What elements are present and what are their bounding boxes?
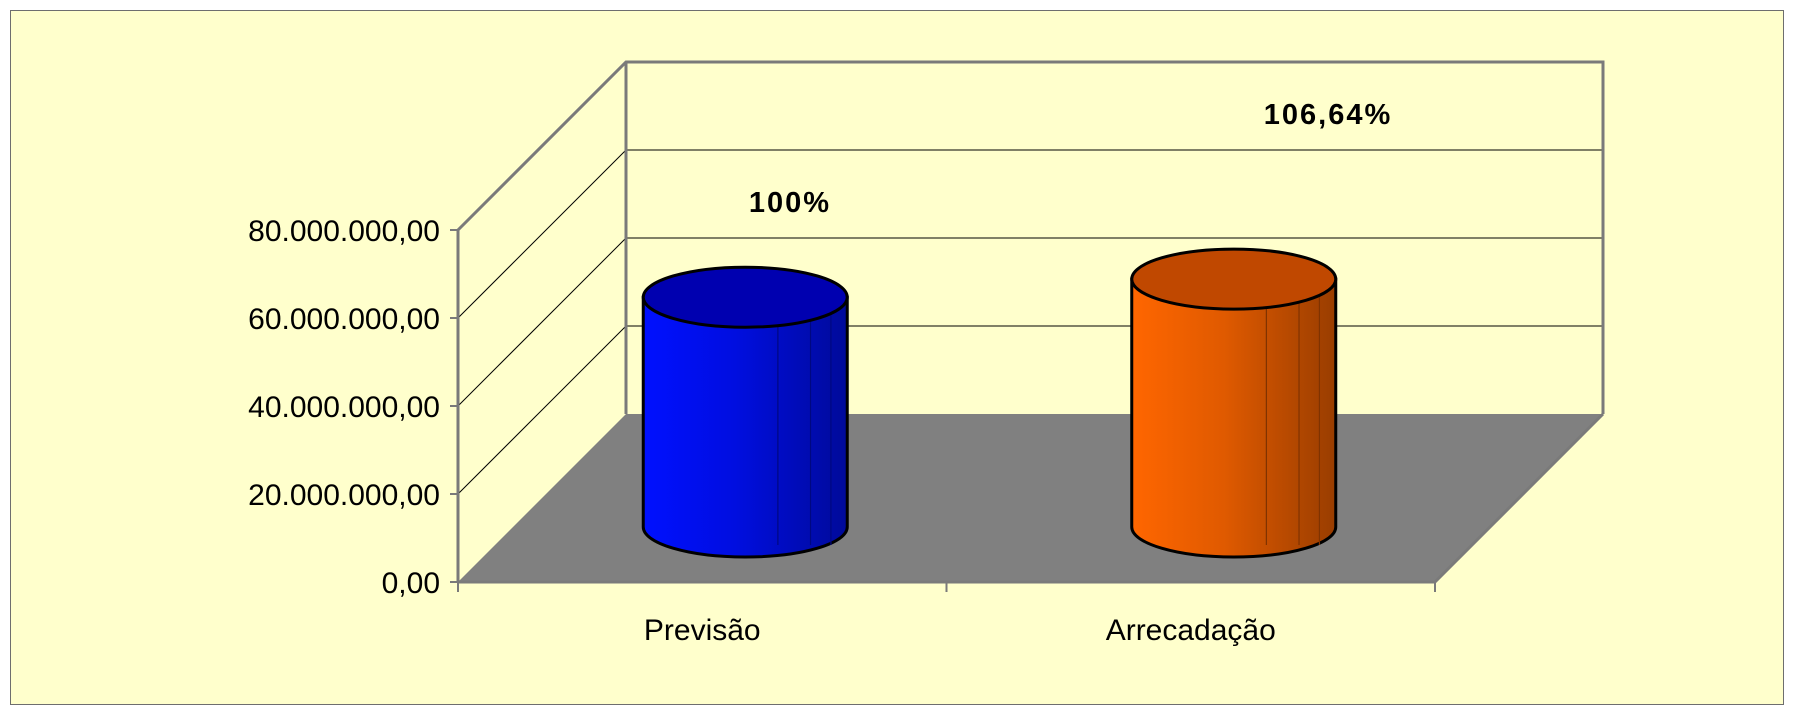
x-category-label: Previsão	[644, 614, 761, 647]
chart-walls	[458, 62, 1603, 582]
data-label: 106,64%	[1264, 99, 1393, 131]
bar-body	[641, 295, 849, 559]
bar-top	[641, 265, 849, 329]
bar-previsao	[641, 265, 849, 559]
floor	[458, 414, 1603, 582]
side-gridline	[457, 237, 627, 407]
side-gridline	[457, 325, 627, 495]
x-category-label: Arrecadação	[1106, 614, 1276, 647]
bar-body	[1130, 277, 1338, 559]
y-tick-label: 40.000.000,00	[248, 391, 440, 424]
floor-right-edge	[1433, 412, 1605, 584]
axes	[450, 60, 1605, 592]
y-tick-label: 20.000.000,00	[248, 479, 440, 512]
bars	[641, 247, 1338, 559]
y-tick-label: 60.000.000,00	[248, 303, 440, 336]
data-label: 100%	[749, 187, 831, 219]
wall-border	[456, 60, 1605, 414]
y-tick-label: 80.000.000,00	[248, 215, 440, 248]
labels: 0,00 20.000.000,00 40.000.000,00 60.000.000…	[248, 99, 1393, 647]
bar-arrecadacao	[1130, 247, 1338, 559]
side-gridline	[457, 149, 627, 319]
y-tick-label: 0,00	[382, 567, 440, 600]
bar-top	[1130, 247, 1338, 311]
